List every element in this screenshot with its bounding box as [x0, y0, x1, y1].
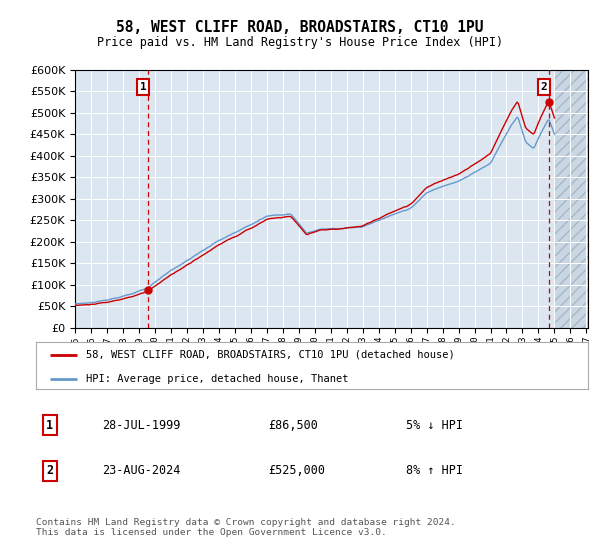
Text: £525,000: £525,000 [268, 464, 325, 477]
Text: £86,500: £86,500 [268, 419, 318, 432]
Text: 23-AUG-2024: 23-AUG-2024 [102, 464, 181, 477]
Text: 58, WEST CLIFF ROAD, BROADSTAIRS, CT10 1PU: 58, WEST CLIFF ROAD, BROADSTAIRS, CT10 1… [116, 20, 484, 35]
Text: 8% ↑ HPI: 8% ↑ HPI [406, 464, 463, 477]
Text: 1: 1 [46, 419, 53, 432]
Text: 1: 1 [140, 82, 146, 92]
Text: 58, WEST CLIFF ROAD, BROADSTAIRS, CT10 1PU (detached house): 58, WEST CLIFF ROAD, BROADSTAIRS, CT10 1… [86, 350, 454, 360]
Bar [554, 70, 595, 328]
Text: HPI: Average price, detached house, Thanet: HPI: Average price, detached house, Than… [86, 374, 348, 384]
Text: 2: 2 [46, 464, 53, 477]
Text: 28-JUL-1999: 28-JUL-1999 [102, 419, 181, 432]
Text: 2: 2 [541, 82, 547, 92]
Text: Price paid vs. HM Land Registry's House Price Index (HPI): Price paid vs. HM Land Registry's House … [97, 36, 503, 49]
Text: Contains HM Land Registry data © Crown copyright and database right 2024.
This d: Contains HM Land Registry data © Crown c… [36, 518, 456, 538]
Text: 5% ↓ HPI: 5% ↓ HPI [406, 419, 463, 432]
